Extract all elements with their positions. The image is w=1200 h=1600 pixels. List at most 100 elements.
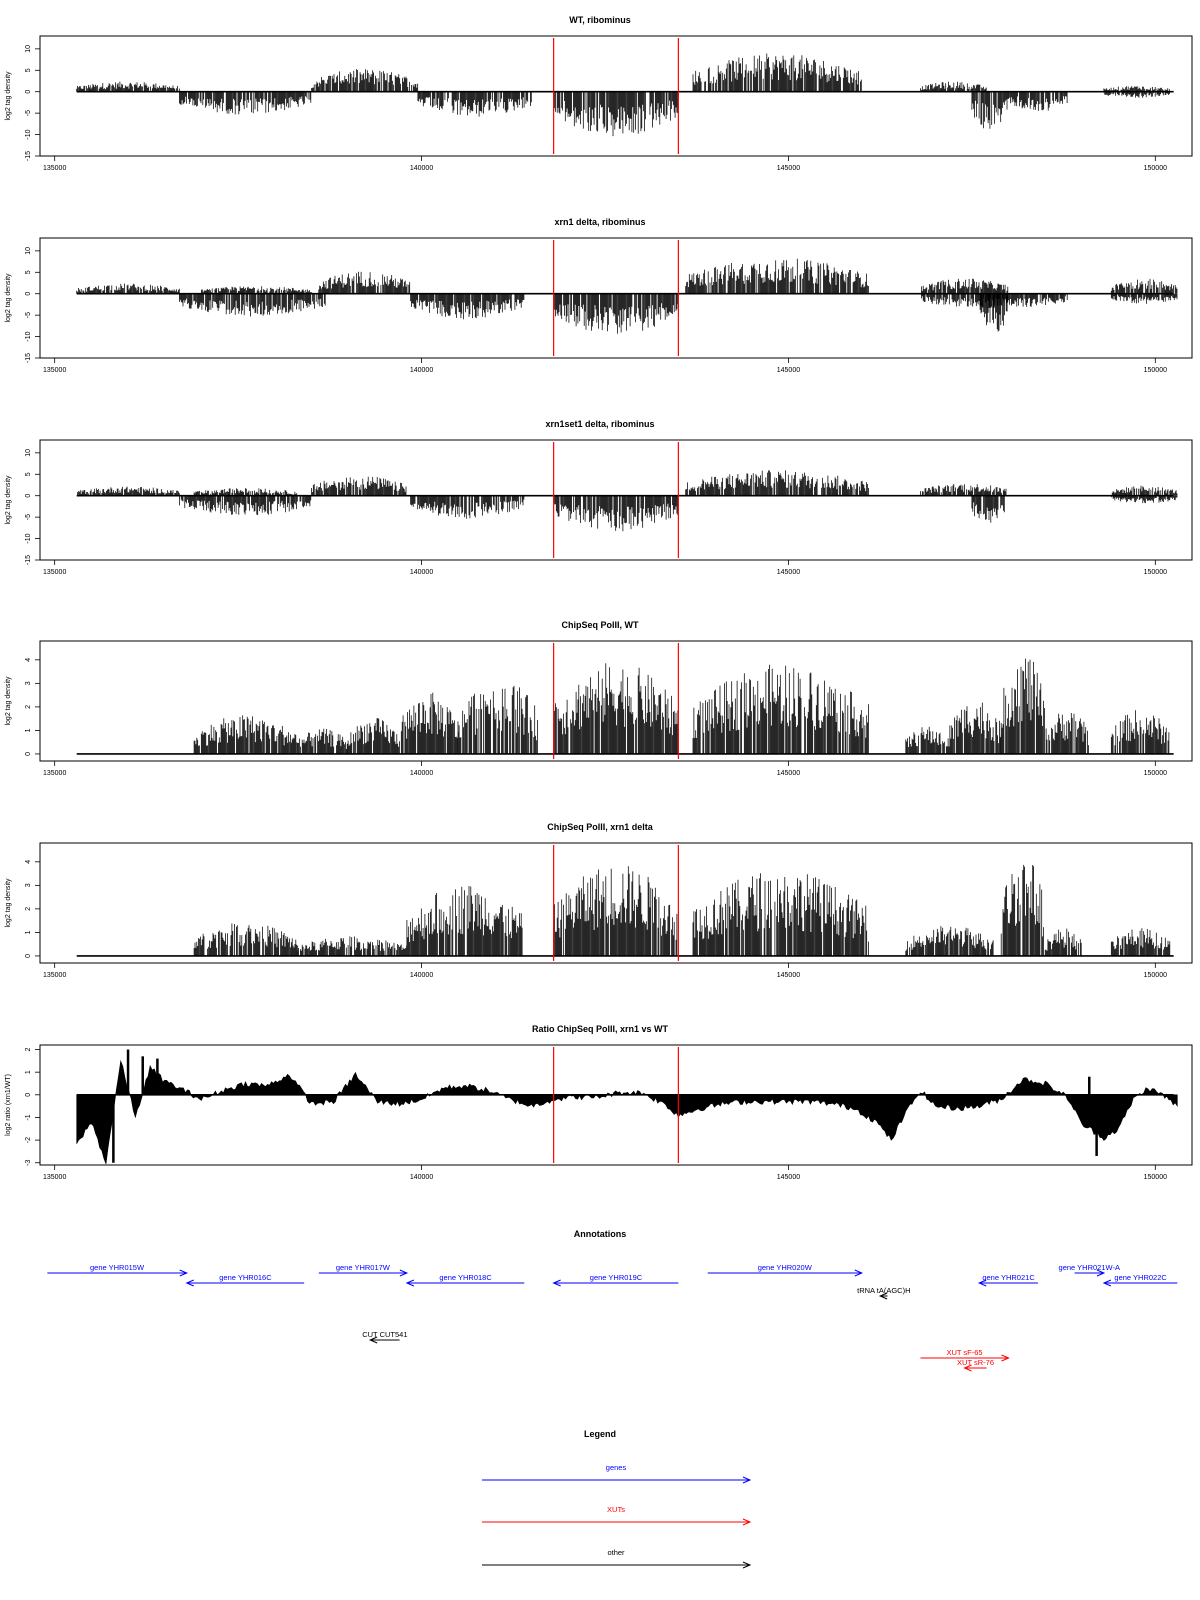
x-tick-label: 150000: [1144, 770, 1167, 777]
y-tick-label: 0: [25, 494, 32, 498]
panel-title: Ratio ChipSeq PolII, xrn1 vs WT: [532, 1024, 669, 1034]
density-bars: [692, 53, 862, 92]
annotation-feature: CUT CUT541: [362, 1330, 408, 1344]
density-bars: [347, 718, 400, 754]
feature-label: gene YHR019C: [590, 1273, 643, 1282]
feature-label: gene YHR015W: [90, 1263, 145, 1272]
feature-arrow-head: [1001, 1354, 1010, 1362]
density-bars: [311, 476, 407, 496]
x-tick-label: 140000: [410, 770, 433, 777]
legend-arrow-head: [742, 1561, 752, 1569]
panel-title: xrn1set1 delta, ribominus: [545, 419, 654, 429]
x-tick-label: 145000: [777, 770, 800, 777]
legend-label: other: [607, 1548, 625, 1557]
plot-frame: [39, 640, 1193, 762]
density-bars: [553, 663, 679, 754]
density-bars: [920, 483, 1007, 496]
legend-label: XUTs: [607, 1505, 625, 1514]
x-tick-label: 145000: [777, 569, 800, 576]
feature-label: XUT sF-65: [946, 1348, 982, 1357]
y-tick-label: 2: [25, 907, 32, 911]
density-bars: [296, 728, 349, 754]
legend-entry: XUTs: [482, 1505, 752, 1526]
density-bars: [406, 886, 523, 956]
density-bars: [179, 495, 312, 515]
density-bars: [1000, 658, 1045, 754]
y-tick-label: -15: [25, 151, 32, 161]
density-bars: [77, 486, 180, 496]
density-bars: [410, 293, 525, 320]
y-tick-label: 1: [25, 930, 32, 934]
density-bars: [921, 278, 1009, 294]
density-bars: [457, 685, 538, 754]
feature-label: gene YHR020W: [758, 1263, 813, 1272]
y-tick-label: -10: [25, 129, 32, 139]
density-bars: [76, 81, 180, 92]
density-bars: [193, 923, 298, 956]
y-tick-label: -1: [25, 1114, 32, 1120]
feature-arrow-head: [185, 1279, 194, 1287]
y-tick-label: -5: [25, 110, 32, 116]
x-tick-label: 150000: [1144, 1174, 1167, 1181]
x-tick-label: 150000: [1144, 165, 1167, 172]
y-tick-label: 3: [25, 883, 32, 887]
feature-arrow-head: [854, 1269, 864, 1277]
y-tick-label: -15: [25, 353, 32, 363]
density-bars: [1000, 864, 1044, 956]
feature-arrow-head: [878, 1292, 888, 1300]
density-bars: [400, 692, 459, 754]
density-bars: [1110, 293, 1178, 304]
density-bars: [553, 91, 679, 137]
density-bars: [311, 69, 419, 92]
feature-label: gene YHR018C: [439, 1273, 492, 1282]
feature-arrow-head: [405, 1279, 415, 1287]
panel-title: xrn1 delta, ribominus: [554, 217, 645, 227]
ratio-area: [76, 1059, 1178, 1165]
y-tick-label: 2: [25, 705, 32, 709]
x-tick-label: 135000: [43, 367, 66, 374]
y-tick-label: 0: [25, 1093, 32, 1097]
y-tick-label: 2: [25, 1047, 32, 1051]
density-bars: [179, 293, 326, 317]
y-tick-label: 4: [25, 658, 32, 662]
feature-arrow-head: [179, 1269, 189, 1277]
y-tick-label: -10: [25, 331, 32, 341]
density-bars: [553, 293, 679, 334]
annotation-feature: gene YHR015W: [47, 1263, 189, 1277]
annotations-panel: Annotations gene YHR015W gene YHR016C gene…: [47, 1229, 1178, 1372]
annotation-feature: tRNA tA(AGC)H: [857, 1286, 910, 1300]
feature-label: gene YHR016C: [219, 1273, 272, 1282]
y-tick-label: 10: [25, 449, 32, 457]
y-tick-label: -5: [25, 514, 32, 520]
y-axis-label: log2 ratio (xrn1/WT): [5, 1074, 12, 1136]
plot-frame: [39, 237, 1193, 359]
annotation-feature: gene YHR022C: [1102, 1273, 1178, 1287]
annotation-feature: XUT sR-76: [957, 1358, 994, 1372]
feature-arrow-head: [552, 1279, 561, 1287]
legend-arrow-head: [742, 1518, 752, 1526]
y-tick-label: -15: [25, 555, 32, 565]
y-tick-label: 1: [25, 1070, 32, 1074]
density-bars: [1110, 928, 1171, 956]
y-tick-label: 0: [25, 954, 32, 958]
density-bars: [318, 271, 411, 294]
x-tick-label: 150000: [1144, 569, 1167, 576]
density-bars: [193, 715, 297, 754]
y-tick-label: -3: [25, 1160, 32, 1166]
x-tick-label: 140000: [410, 569, 433, 576]
x-tick-label: 140000: [410, 1174, 433, 1181]
density-bars: [1110, 495, 1178, 504]
plot-frame: [39, 1044, 1193, 1166]
y-axis-label: log2 tag density: [5, 676, 12, 726]
x-tick-label: 135000: [43, 165, 66, 172]
density-bars: [1110, 710, 1170, 754]
x-tick-label: 135000: [43, 569, 66, 576]
y-tick-label: 5: [25, 270, 32, 274]
annotation-feature: XUT sF-65: [920, 1348, 1010, 1362]
panel-title: ChipSeq PolII, WT: [562, 620, 639, 630]
density-bars: [979, 293, 1008, 332]
legend-title: Legend: [584, 1429, 616, 1439]
density-bars: [417, 91, 532, 117]
annotation-feature: gene YHR016C: [185, 1273, 305, 1287]
